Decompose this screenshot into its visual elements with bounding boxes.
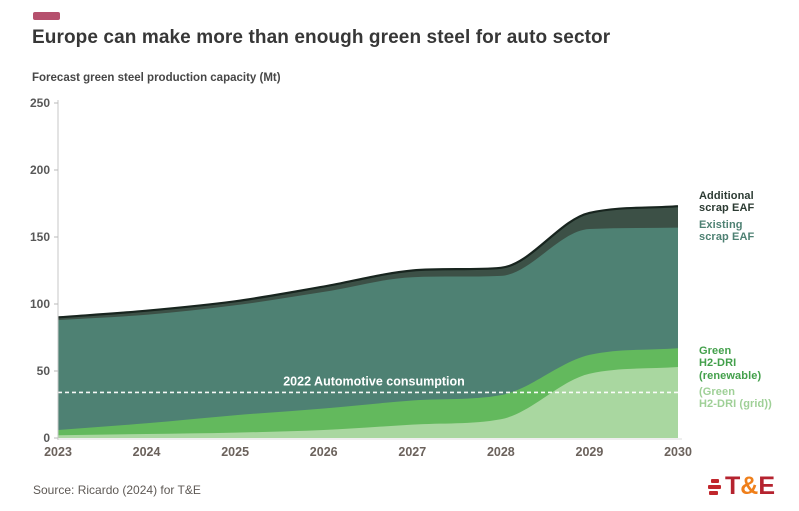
legend-existing-scrap-eaf: Existing scrap EAF [699,219,755,244]
te-logo: T&E [707,474,775,499]
y-tick-label: 200 [30,163,50,177]
total-capacity-line [57,205,679,319]
x-tick-label: 2023 [44,445,72,459]
x-tick-label: 2026 [310,445,338,459]
y-tick-label: 150 [30,230,50,244]
x-tick-label: 2025 [221,445,249,459]
x-tick-label: 2029 [576,445,604,459]
page-title: Europe can make more than enough green s… [32,27,611,48]
logo-letter-t: T [724,472,741,500]
stacked-area-chart: 2022 Automotive consumption 0 50 100 150 200 2… [30,96,692,459]
area-green-h2-dri-grid- [58,367,678,438]
x-tick-label: 2024 [133,445,161,459]
legend-green-h2-dri-grid: (Green H2-DRI (grid)) [699,386,772,411]
te-logo-text: T&E [725,474,775,499]
y-tick-label: 250 [30,96,50,110]
y-tick-label: 100 [30,297,50,311]
accent-dash [33,12,60,20]
y-tick-label: 0 [43,431,50,445]
y-tick-label: 50 [37,364,51,378]
chart-subtitle: Forecast green steel production capacity… [32,72,281,84]
x-tick-label: 2028 [487,445,515,459]
legend-green-h2-dri-renewable: Green H2-DRI (renewable) [699,345,762,382]
x-tick-label: 2030 [664,445,692,459]
logo-letter-e: E [758,472,775,500]
area-existing-scrap-eaf [58,227,678,438]
automotive-consumption-label: 2022 Automotive consumption [283,374,465,388]
logo-ampersand: & [740,472,759,500]
source-caption: Source: Ricardo (2024) for T&E [33,483,201,497]
x-tick-label: 2027 [398,445,426,459]
te-logo-bars-icon [707,479,721,495]
legend-additional-scrap-eaf: Additional scrap EAF [699,190,755,215]
